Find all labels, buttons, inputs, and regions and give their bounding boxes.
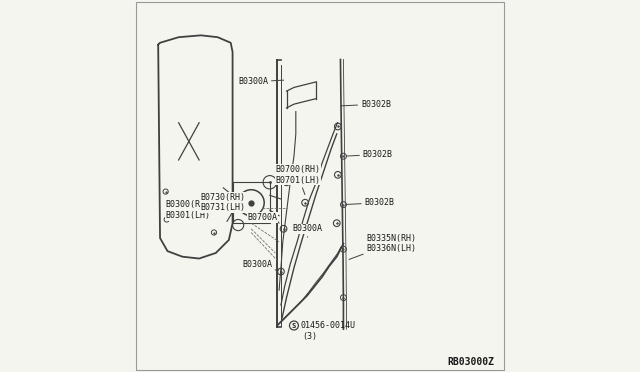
Text: B0302B: B0302B: [346, 150, 393, 159]
Text: B0700(RH)
B0701(LH): B0700(RH) B0701(LH): [275, 165, 320, 195]
Text: B0302B: B0302B: [340, 100, 391, 109]
Text: B0300A: B0300A: [238, 77, 284, 86]
Text: B0700A: B0700A: [247, 213, 277, 222]
Text: (3): (3): [302, 332, 317, 341]
Text: B0335N(RH)
B0336N(LH): B0335N(RH) B0336N(LH): [349, 234, 417, 259]
Text: B0300A: B0300A: [242, 260, 278, 271]
Text: B0302B: B0302B: [346, 198, 395, 207]
Text: B0730(RH)
B0731(LH): B0730(RH) B0731(LH): [201, 193, 250, 214]
Text: B0300A: B0300A: [292, 224, 322, 237]
Text: S: S: [292, 323, 296, 328]
Text: 01456-0014U: 01456-0014U: [301, 321, 356, 330]
Text: RB03000Z: RB03000Z: [448, 357, 495, 367]
Text: B0300(RH)
B0301(LH): B0300(RH) B0301(LH): [165, 201, 211, 220]
